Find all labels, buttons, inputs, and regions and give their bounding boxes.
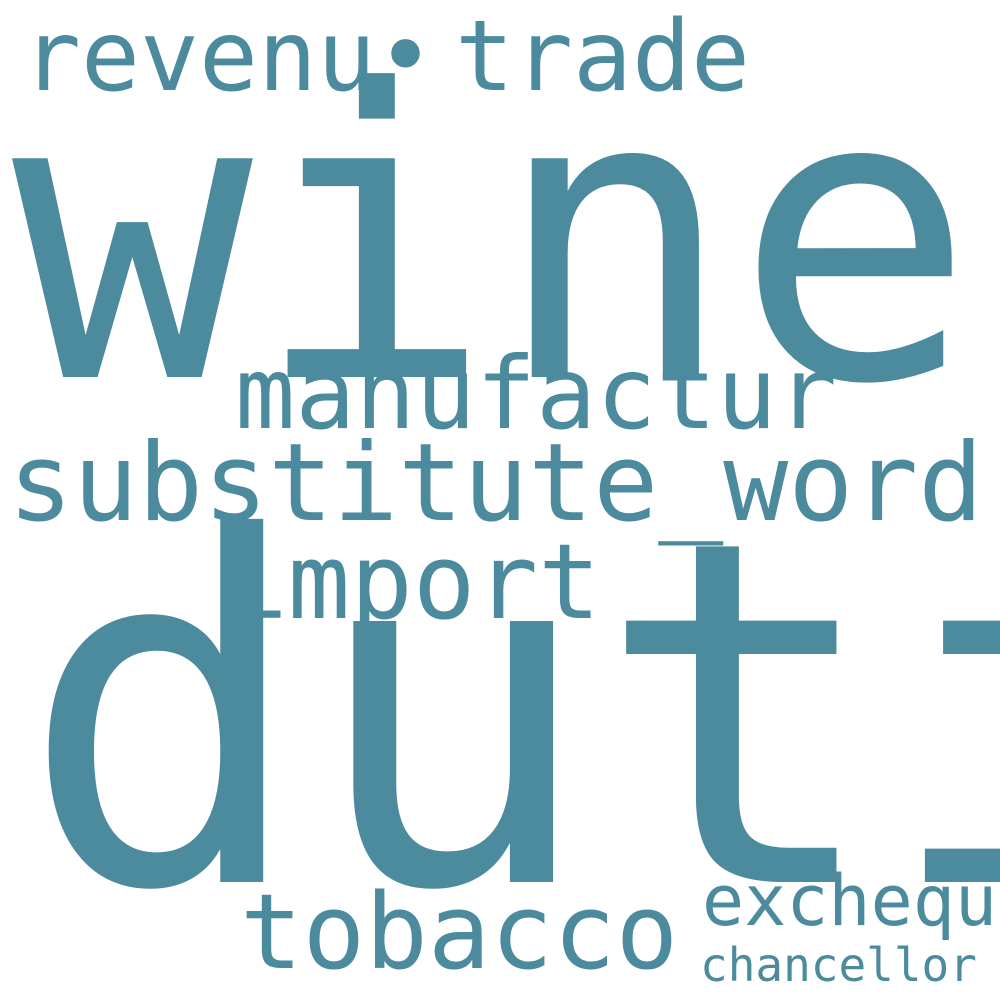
word-duti: duti [20,438,1000,995]
word-tobacco: tobacco [240,871,679,993]
word-import: import [225,521,601,643]
word-revenu: revenu• [22,0,436,114]
word-manufactur: manufactur [235,335,838,452]
word-substitute-word: substitute_word [8,421,984,546]
word-exchequ: exchequ [702,860,998,942]
word-wine: wine [12,7,976,472]
word-chancellor: chancellor [700,938,977,992]
word-trade: trade [455,0,751,114]
